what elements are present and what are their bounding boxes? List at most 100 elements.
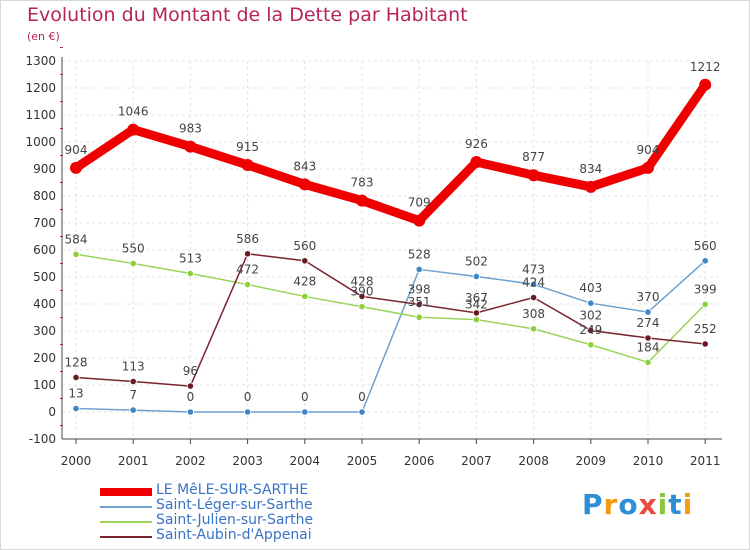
y-tick-label: 700: [33, 216, 56, 230]
series-point-0: [642, 161, 654, 174]
data-label: 370: [637, 290, 660, 304]
data-label: 96: [183, 364, 198, 378]
data-label: 274: [637, 316, 660, 330]
series-point-0: [470, 155, 483, 168]
series-point-1: [529, 280, 538, 288]
series-point-2: [529, 325, 538, 333]
series-line-0: [71, 80, 710, 226]
y-tick-label: 900: [33, 162, 56, 176]
y-tick-label: 800: [33, 189, 56, 203]
proxiti-logo: Proxiti: [582, 488, 693, 521]
series-point-1: [644, 308, 652, 316]
data-label: 367: [465, 291, 488, 305]
data-label: 843: [293, 159, 316, 173]
series-point-3: [644, 334, 652, 342]
data-label: 783: [351, 176, 374, 190]
series-point-2: [358, 303, 366, 311]
x-tick-label: 2010: [633, 454, 664, 468]
data-label: 342: [465, 298, 488, 312]
legend: LE MêLE-SUR-SARTHE Saint-Léger-sur-Sarthe…: [100, 482, 360, 544]
y-tick-label: 1300: [25, 54, 56, 68]
series-point-3: [472, 309, 480, 317]
logo-letter: r: [603, 488, 619, 521]
x-tick-label: 2001: [118, 454, 149, 468]
legend-label: LE MêLE-SUR-SARTHE: [156, 482, 309, 498]
legend-swatch: [100, 521, 152, 523]
logo-letter: o: [618, 488, 639, 521]
data-label: 428: [293, 274, 316, 288]
data-label: 983: [179, 122, 202, 136]
series-point-1: [587, 299, 595, 307]
data-label: 424: [522, 276, 545, 290]
data-label: 403: [579, 281, 602, 295]
data-label: 472: [236, 263, 259, 277]
data-label: 428: [351, 274, 374, 288]
series-point-0: [241, 158, 254, 171]
data-label: 399: [694, 282, 717, 296]
series-point-2: [701, 300, 709, 308]
series-line-1: [75, 260, 706, 413]
series-point-2: [644, 358, 652, 366]
legend-item-0: LE MêLE-SUR-SARTHE: [100, 482, 360, 499]
series-point-2: [415, 313, 423, 321]
series-point-3: [529, 293, 538, 302]
data-label: 473: [522, 262, 545, 276]
data-label: 550: [122, 242, 145, 256]
data-label: 184: [637, 340, 660, 354]
y-tick-label: 1000: [25, 135, 56, 149]
y-tick-label: 600: [33, 243, 56, 257]
series-point-2: [587, 341, 595, 349]
logo-letter: i: [657, 488, 669, 521]
y-tick-label: 200: [33, 351, 56, 365]
x-tick-label: 2008: [518, 454, 549, 468]
series-point-1: [244, 408, 252, 416]
y-tick-label: 400: [33, 297, 56, 311]
series-point-1: [186, 408, 194, 416]
series-point-3: [358, 292, 366, 301]
data-label: 7: [129, 388, 137, 402]
series-point-0: [70, 161, 82, 174]
unit-label: (en €): [27, 30, 60, 43]
y-tick-label: -100: [29, 432, 56, 446]
data-label: 926: [465, 137, 488, 151]
series-point-3: [72, 373, 80, 382]
legend-item-2: Saint-Julien-sur-Sarthe: [100, 512, 360, 529]
logo-letter: i: [682, 488, 694, 521]
series-line-2: [75, 253, 706, 364]
data-label: 513: [179, 251, 202, 265]
data-label: 502: [465, 254, 488, 268]
series-point-0: [584, 180, 597, 193]
series-point-2: [72, 250, 80, 258]
series-point-0: [298, 178, 311, 191]
logo-letter: P: [582, 488, 604, 521]
x-tick-label: 2011: [690, 454, 721, 468]
series-point-1: [358, 408, 366, 416]
series-point-1: [701, 257, 709, 265]
y-tick-label: 1200: [25, 81, 56, 95]
data-label: 904: [637, 143, 660, 157]
x-tick-label: 2009: [576, 454, 607, 468]
series-point-0: [356, 194, 368, 207]
legend-label: Saint-Aubin-d'Appenai: [156, 527, 312, 543]
data-label: 390: [351, 285, 374, 299]
series-point-3: [701, 340, 709, 348]
data-label: 302: [579, 308, 602, 322]
legend-item-1: Saint-Léger-sur-Sarthe: [100, 497, 360, 514]
series-point-3: [301, 257, 309, 265]
series-point-1: [415, 265, 423, 274]
data-label: 834: [579, 162, 602, 176]
data-label: 0: [244, 390, 252, 404]
legend-swatch: [100, 488, 152, 496]
chart-title: Evolution du Montant de la Dette par Hab…: [27, 4, 468, 26]
data-label: 904: [65, 143, 88, 157]
y-tick-label: 1100: [25, 108, 56, 122]
x-tick-label: 2005: [347, 454, 378, 468]
data-label: 877: [522, 150, 545, 164]
x-tick-label: 2003: [232, 454, 263, 468]
x-tick-label: 2000: [61, 454, 92, 468]
series-point-0: [527, 169, 540, 182]
y-tick-label: 500: [33, 270, 56, 284]
data-label: 351: [408, 295, 431, 309]
data-label: 560: [293, 239, 316, 253]
